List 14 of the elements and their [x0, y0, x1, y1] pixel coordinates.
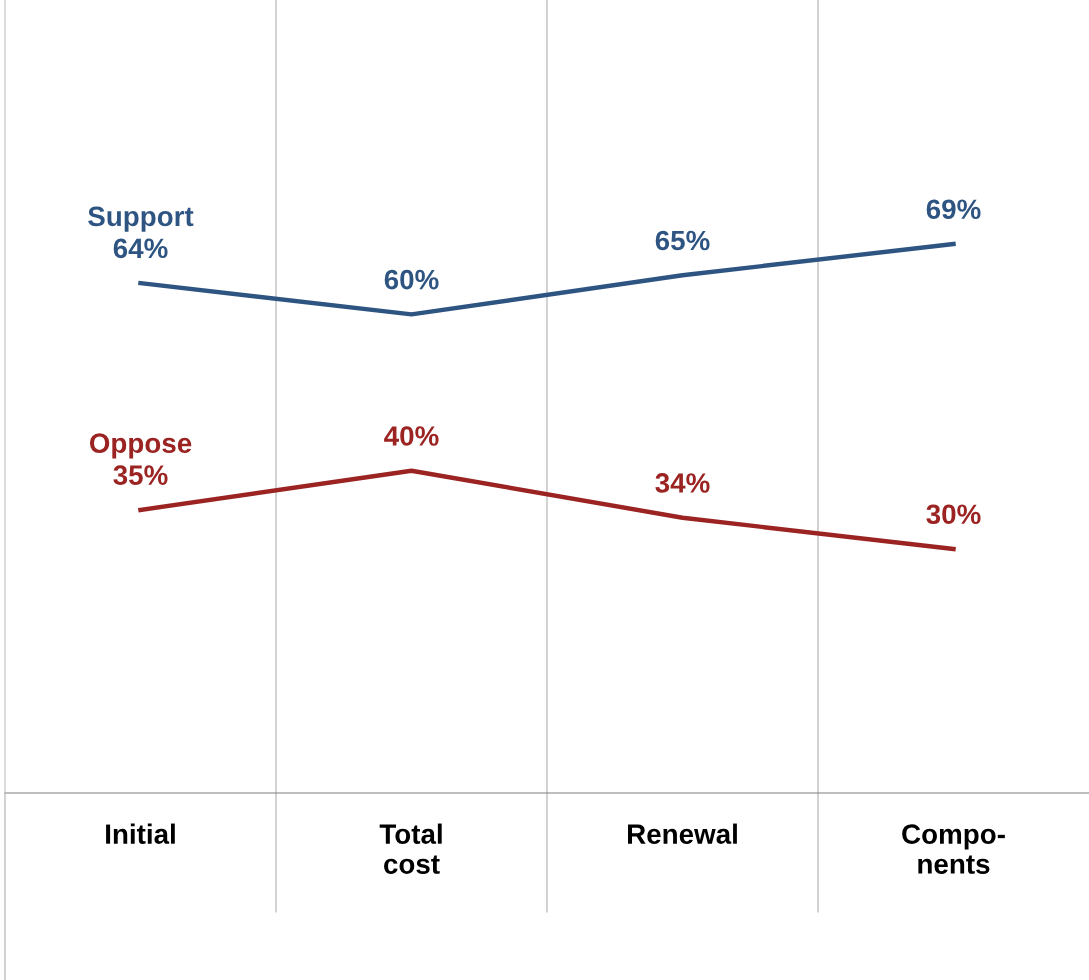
x-tick-label: Initial: [106, 823, 175, 844]
data-label: 40%: [384, 426, 439, 446]
x-tick-label: Renewal: [628, 823, 737, 844]
text: Support: [88, 206, 194, 232]
data-label: 35%: [113, 465, 168, 485]
data-label: 34%: [655, 473, 710, 493]
data-label: 64%: [113, 238, 168, 259]
data-label: 30%: [926, 504, 981, 525]
data-label: 60%: [384, 269, 439, 290]
data-label: 65%: [655, 230, 710, 251]
series-label: Oppose: [89, 433, 192, 459]
x-tick-label: Compo- nents: [902, 824, 1005, 874]
x-tick-label: Total cost: [379, 823, 442, 874]
data-label: 69%: [926, 199, 981, 220]
